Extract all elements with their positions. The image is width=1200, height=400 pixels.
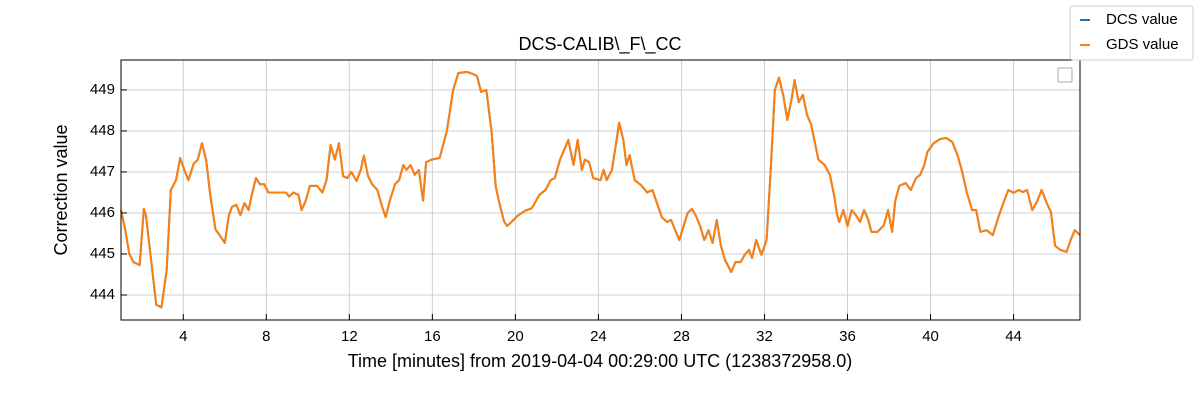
x-tick-label: 36 (839, 328, 856, 345)
x-tick-label: 8 (262, 328, 270, 345)
x-tick-label: 28 (673, 328, 690, 345)
chart-title: DCS-CALIB\_F\_CC (518, 34, 681, 55)
x-tick-label: 24 (590, 328, 607, 345)
y-tick-label: 448 (90, 122, 115, 139)
x-axis-label: Time [minutes] from 2019-04-04 00:29:00 … (348, 351, 853, 371)
x-tick-label: 20 (507, 328, 524, 345)
axes-frame (120, 59, 1081, 321)
legend-frame (1069, 5, 1194, 61)
x-tick-label: 16 (424, 328, 441, 345)
y-tick-label: 445 (90, 245, 115, 262)
y-tick-label: 449 (90, 81, 115, 98)
series-line (120, 70, 1081, 309)
x-tick-label: 40 (922, 328, 939, 345)
plot-lines (120, 70, 1081, 309)
x-tick-label: 4 (179, 328, 187, 345)
y-tick-label: 444 (90, 286, 115, 303)
legend-label: GDS value (1106, 36, 1179, 53)
y-tick-label: 447 (90, 163, 115, 180)
legend: DCS value GDS value (1069, 5, 1194, 61)
y-axis-label: Correction value (51, 124, 71, 255)
x-tick-label: 32 (756, 328, 773, 345)
y-tick-label: 446 (90, 204, 115, 221)
empty-legend (1057, 67, 1073, 83)
series-line (120, 70, 1081, 309)
x-tick-label: 12 (341, 328, 358, 345)
legend-label: DCS value (1106, 11, 1178, 28)
x-tick-label: 44 (1005, 328, 1022, 345)
grid (121, 60, 1080, 320)
